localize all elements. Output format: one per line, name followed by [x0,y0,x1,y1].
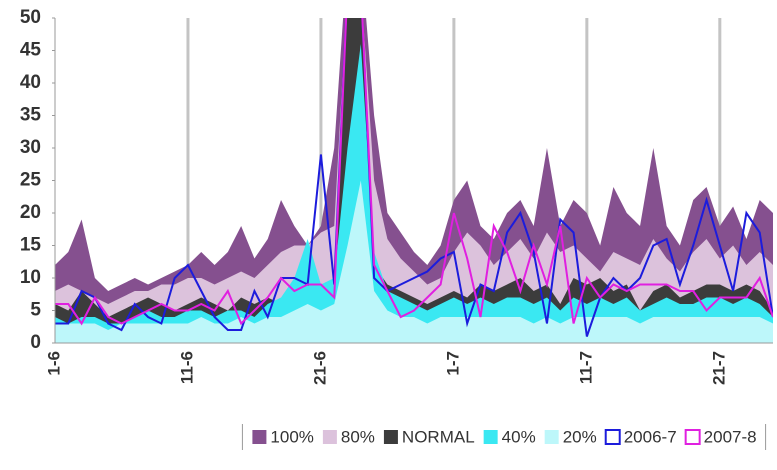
line [55,18,773,326]
legend-swatch [684,429,701,445]
legend-swatch [544,430,559,444]
y-tick-label: 0 [30,332,41,353]
legend-swatch [383,430,398,444]
y-tick-label: 15 [20,235,42,256]
legend-label: 80% [341,427,375,446]
area [55,180,773,343]
legend-label: 20% [563,427,597,446]
y-tick-label: 5 [30,300,41,321]
y-tick-label: 25 [20,170,42,191]
legend: 100% 80% NORMAL 40% 20% 2006-7 2007-8 [241,424,767,450]
x-tick-label: 1-7 [443,351,462,376]
x-tick-label: 11-7 [576,351,595,384]
legend-label: NORMAL [402,427,475,446]
legend-swatch [322,430,337,444]
x-tick-label: 21-7 [709,351,728,385]
legend-label: 100% [270,427,313,446]
x-tick-label: 1-6 [44,351,63,376]
plot-area [55,18,773,343]
legend-swatch [483,430,498,444]
x-tick-label: 11-6 [177,351,196,384]
y-tick-label: 30 [20,137,41,158]
y-tick-label: 45 [20,40,42,61]
y-tick-label: 50 [20,7,41,28]
legend-label: 40% [502,427,536,446]
area [55,18,773,343]
line [55,18,773,337]
legend-swatch [252,430,267,444]
y-tick-label: 10 [20,267,41,288]
y-tick-label: 20 [20,202,41,223]
y-tick-label: 35 [20,105,42,126]
legend-label: 2006-7 [624,427,677,446]
area [55,44,773,343]
legend-label: 2007-8 [704,427,757,446]
legend-swatch [604,429,621,445]
y-tick-label: 40 [20,72,41,93]
x-tick-label: 21-6 [310,351,329,385]
